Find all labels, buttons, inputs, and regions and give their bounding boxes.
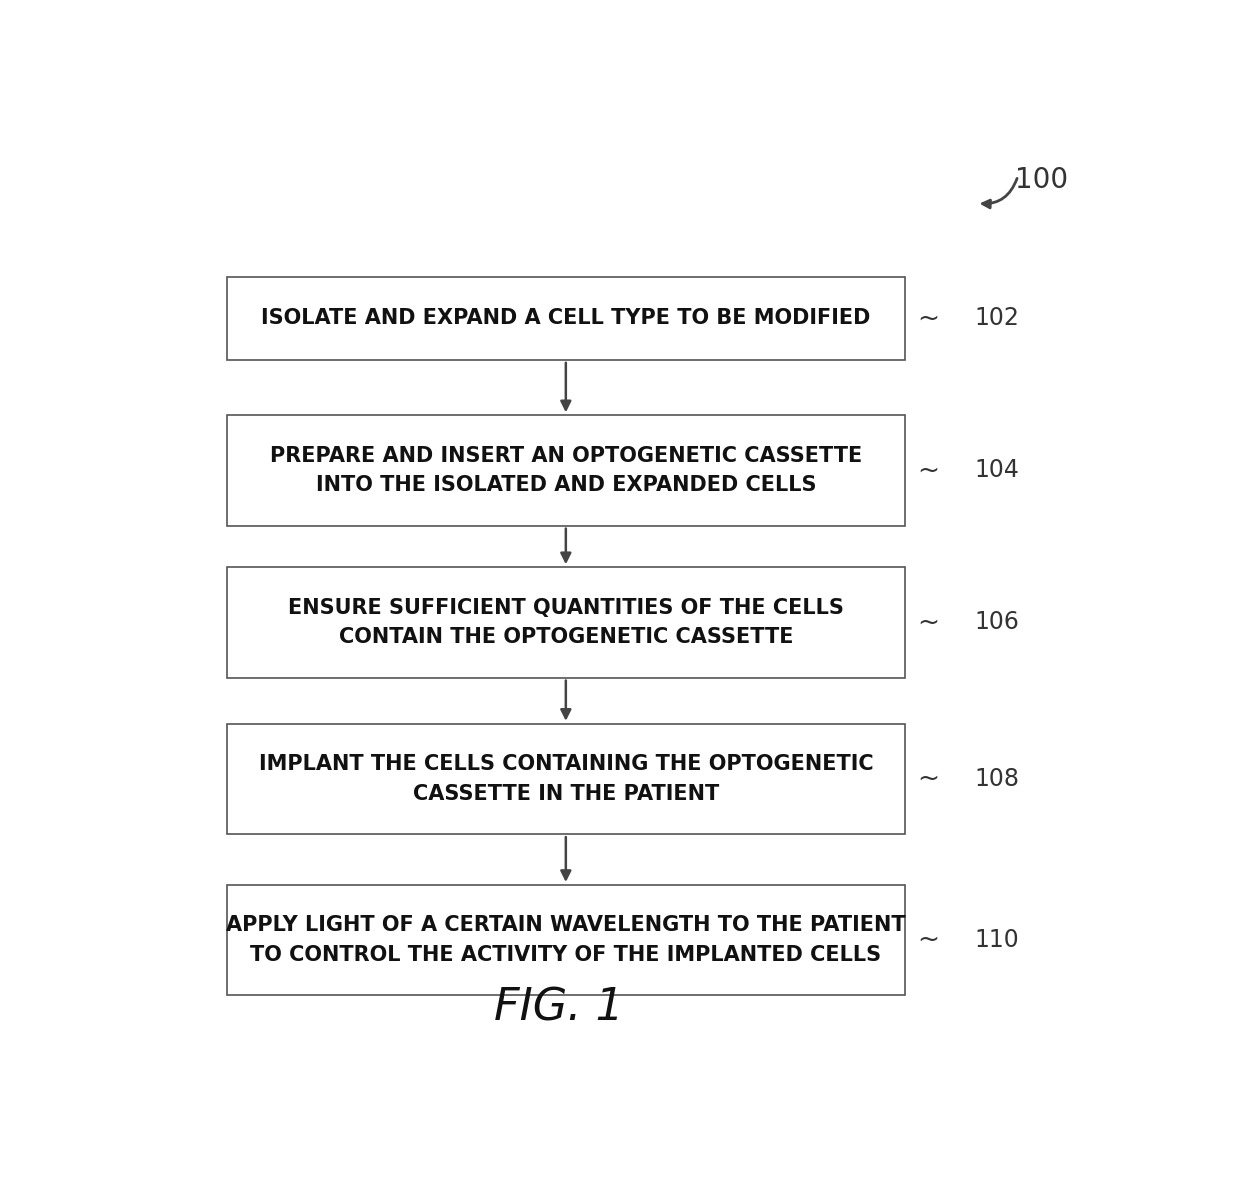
Text: ~: ~: [918, 457, 939, 483]
Text: ENSURE SUFFICIENT QUANTITIES OF THE CELLS
CONTAIN THE OPTOGENETIC CASSETTE: ENSURE SUFFICIENT QUANTITIES OF THE CELL…: [288, 598, 843, 647]
Text: 102: 102: [975, 306, 1019, 330]
Text: 108: 108: [975, 767, 1019, 791]
Text: 104: 104: [975, 458, 1019, 482]
Text: 110: 110: [975, 928, 1019, 952]
Bar: [227, 567, 904, 678]
Text: PREPARE AND INSERT AN OPTOGENETIC CASSETTE
INTO THE ISOLATED AND EXPANDED CELLS: PREPARE AND INSERT AN OPTOGENETIC CASSET…: [270, 446, 862, 495]
Text: 106: 106: [975, 610, 1019, 634]
Bar: [227, 415, 904, 526]
Text: 100: 100: [1016, 166, 1068, 195]
Bar: [227, 885, 904, 995]
Bar: [227, 277, 904, 360]
Text: ~: ~: [918, 305, 939, 331]
Text: IMPLANT THE CELLS CONTAINING THE OPTOGENETIC
CASSETTE IN THE PATIENT: IMPLANT THE CELLS CONTAINING THE OPTOGEN…: [258, 755, 873, 804]
Text: ~: ~: [918, 765, 939, 792]
Text: ~: ~: [918, 610, 939, 635]
Text: FIG. 1: FIG. 1: [494, 987, 624, 1030]
Text: ISOLATE AND EXPAND A CELL TYPE TO BE MODIFIED: ISOLATE AND EXPAND A CELL TYPE TO BE MOD…: [262, 309, 870, 329]
Text: APPLY LIGHT OF A CERTAIN WAVELENGTH TO THE PATIENT
TO CONTROL THE ACTIVITY OF TH: APPLY LIGHT OF A CERTAIN WAVELENGTH TO T…: [226, 915, 905, 965]
Bar: [227, 724, 904, 835]
Text: ~: ~: [918, 927, 939, 953]
